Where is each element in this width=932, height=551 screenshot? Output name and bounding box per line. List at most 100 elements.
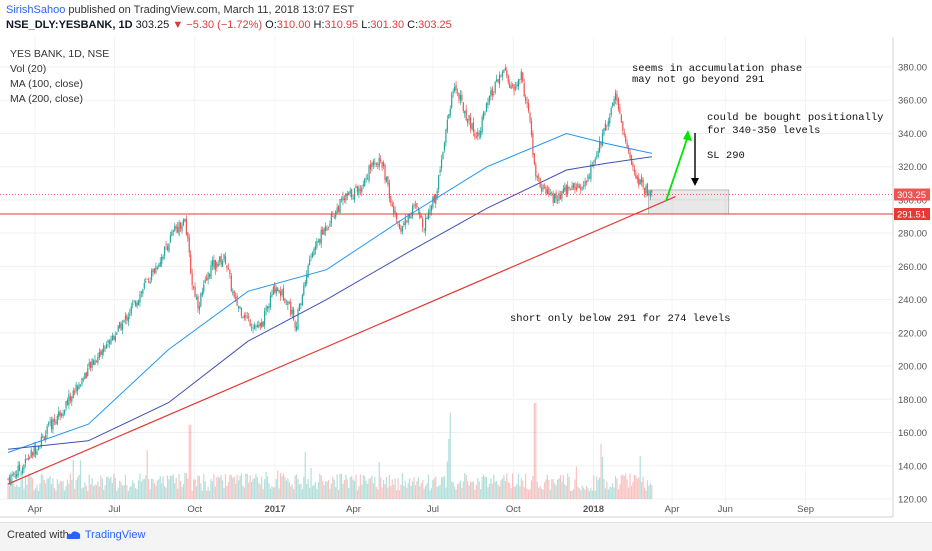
candle-body bbox=[78, 384, 80, 390]
volume-bar bbox=[258, 482, 260, 499]
publish-info: SirishSahoo published on TradingView.com… bbox=[6, 4, 354, 16]
candle-body bbox=[17, 465, 19, 476]
volume-bar bbox=[34, 488, 37, 499]
volume-bar bbox=[243, 487, 245, 499]
volume-bar bbox=[523, 487, 525, 499]
volume-bar bbox=[397, 478, 399, 499]
volume-bar bbox=[108, 478, 111, 499]
volume-bar bbox=[555, 485, 557, 499]
candle-body bbox=[19, 464, 21, 471]
volume-bar bbox=[204, 481, 206, 499]
candle-body bbox=[452, 91, 454, 94]
volume-bar bbox=[645, 490, 647, 499]
candle-body bbox=[548, 187, 550, 195]
candle-body bbox=[40, 436, 42, 447]
candle-body bbox=[178, 222, 180, 235]
volume-bar bbox=[420, 482, 422, 499]
volume-bar bbox=[580, 489, 582, 499]
candle-body bbox=[568, 187, 570, 189]
volume-bar bbox=[546, 474, 548, 499]
volume-bar bbox=[448, 439, 450, 499]
volume-bar bbox=[619, 484, 621, 499]
candle-body bbox=[252, 327, 254, 329]
candle-body bbox=[603, 128, 605, 135]
volume-bar bbox=[348, 488, 350, 499]
legend-symbol[interactable]: YES BANK, 1D, NSE bbox=[10, 48, 110, 60]
candle-body bbox=[459, 94, 461, 101]
volume-bar bbox=[61, 481, 63, 499]
candle-body bbox=[288, 302, 290, 304]
candle-body bbox=[7, 478, 9, 480]
volume-bar bbox=[651, 485, 653, 499]
volume-bar bbox=[7, 483, 9, 499]
candle-body bbox=[633, 169, 635, 173]
volume-bar bbox=[533, 403, 535, 499]
volume-bar bbox=[129, 487, 131, 499]
volume-bar bbox=[596, 476, 598, 499]
candle-body bbox=[394, 210, 396, 213]
volume-bar bbox=[200, 483, 202, 499]
candle-body bbox=[201, 291, 203, 296]
volume-bar bbox=[98, 486, 100, 499]
candle-body bbox=[475, 136, 477, 138]
candle-body bbox=[148, 281, 150, 283]
volume-bar bbox=[343, 480, 345, 499]
candle-body bbox=[110, 339, 112, 345]
candle-body bbox=[27, 457, 29, 460]
candle-body bbox=[116, 332, 118, 335]
candle-body bbox=[79, 384, 82, 386]
candle-body bbox=[243, 315, 245, 319]
volume-bar bbox=[71, 479, 73, 499]
volume-bar bbox=[303, 476, 305, 499]
volume-bar bbox=[561, 481, 563, 499]
candle-body bbox=[433, 194, 435, 203]
candle-body bbox=[467, 119, 469, 123]
tradingview-logo[interactable]: TradingView bbox=[66, 529, 145, 541]
candle-body bbox=[206, 277, 208, 281]
volume-bar bbox=[293, 488, 295, 499]
candle-body bbox=[430, 205, 432, 211]
candle-body bbox=[301, 295, 303, 306]
volume-bar bbox=[372, 483, 374, 499]
candle-body bbox=[203, 284, 205, 292]
volume-bar bbox=[203, 474, 205, 499]
candle-body bbox=[367, 178, 369, 180]
candle-body bbox=[91, 358, 93, 368]
candle-body bbox=[193, 286, 195, 288]
volume-bar bbox=[130, 485, 132, 499]
volume-bar bbox=[271, 485, 273, 499]
volume-bar bbox=[143, 479, 145, 499]
legend-ma200[interactable]: MA (200, close) bbox=[10, 93, 83, 105]
volume-bar bbox=[426, 483, 428, 499]
volume-bar bbox=[248, 482, 250, 499]
candle-body bbox=[140, 291, 142, 294]
legend-ma100[interactable]: MA (100, close) bbox=[10, 78, 83, 90]
candle-body bbox=[261, 322, 263, 328]
volume-bar bbox=[474, 489, 476, 499]
candle-body bbox=[311, 253, 314, 258]
accumulation-zone bbox=[648, 189, 730, 215]
candle-body bbox=[411, 206, 414, 217]
candle-body bbox=[588, 176, 591, 179]
legend-volume[interactable]: Vol (20) bbox=[10, 63, 47, 75]
volume-bar bbox=[581, 485, 583, 499]
candle-body bbox=[606, 125, 608, 127]
candle-body bbox=[336, 207, 338, 213]
volume-bar bbox=[409, 478, 411, 499]
candle-body bbox=[275, 288, 277, 294]
volume-bar bbox=[551, 479, 553, 499]
volume-bar bbox=[240, 473, 243, 499]
volume-bar bbox=[588, 490, 591, 499]
volume-bar bbox=[572, 489, 575, 499]
volume-bar bbox=[478, 481, 480, 499]
volume-bar bbox=[148, 479, 150, 499]
candle-body bbox=[45, 434, 47, 441]
volume-bar bbox=[549, 489, 551, 499]
volume-bar bbox=[165, 487, 167, 499]
volume-bar bbox=[314, 481, 316, 499]
volume-bar bbox=[178, 473, 180, 499]
ma200-line bbox=[7, 156, 653, 450]
author-link[interactable]: SirishSahoo bbox=[6, 4, 66, 16]
candle-body bbox=[190, 254, 192, 274]
